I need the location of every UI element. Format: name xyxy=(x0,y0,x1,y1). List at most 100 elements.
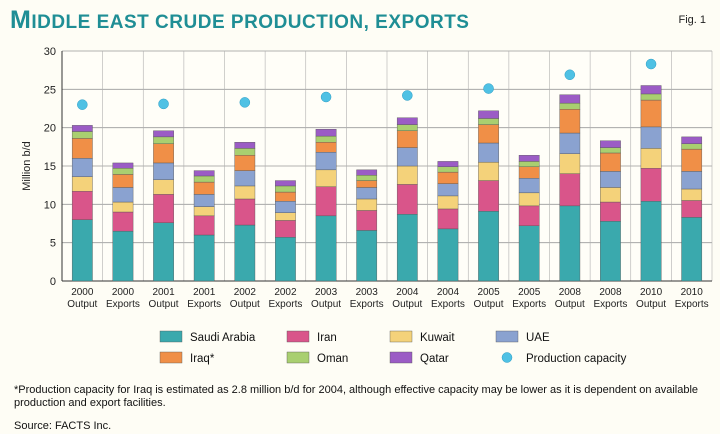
x-tick-year: 2010 xyxy=(681,287,704,298)
bar-segment xyxy=(112,168,134,175)
y-axis-label: Million b/d xyxy=(21,141,33,191)
y-tick-label: 15 xyxy=(44,161,56,173)
bar-segment xyxy=(71,219,93,282)
bar-segment xyxy=(437,228,459,282)
bar-segment xyxy=(437,195,459,210)
bar-segment xyxy=(112,187,134,203)
x-tick-year: 2001 xyxy=(152,287,175,298)
bar-segment xyxy=(559,109,581,134)
bar-segment xyxy=(275,191,296,202)
bar-segment xyxy=(396,117,418,125)
capacity-point xyxy=(645,58,657,70)
bar-segment xyxy=(112,162,134,169)
y-tick-label: 0 xyxy=(50,276,56,288)
bar-segment xyxy=(640,168,662,202)
bar-segment xyxy=(315,135,337,143)
x-tick-year: 2004 xyxy=(396,287,419,298)
x-tick-kind: Exports xyxy=(675,299,709,310)
bar-segment xyxy=(437,161,459,167)
bar-segment xyxy=(275,201,296,213)
x-tick-kind: Exports xyxy=(268,299,302,310)
bar-segment xyxy=(315,169,337,187)
bar-segment xyxy=(356,187,378,200)
legend-label: Kuwait xyxy=(420,332,455,344)
bar-segment xyxy=(478,211,499,282)
bar-segment xyxy=(437,208,459,230)
bar-segment xyxy=(315,151,337,171)
bar-segment xyxy=(153,222,174,282)
capacity-point xyxy=(402,90,413,101)
x-tick-kind: Exports xyxy=(187,299,221,310)
capacity-point xyxy=(158,98,169,110)
bar-segment xyxy=(275,237,296,282)
bar-segment xyxy=(640,99,662,128)
bar-segment xyxy=(437,166,459,173)
bar-segment xyxy=(153,194,174,223)
bar-segment xyxy=(640,201,662,282)
x-tick-kind: Output xyxy=(555,299,585,310)
bar-segment xyxy=(559,205,581,282)
bar-segment xyxy=(71,131,93,139)
bar-segment xyxy=(681,217,703,282)
bar-segment xyxy=(356,174,378,181)
bar-segment xyxy=(112,230,134,282)
legend-label: Qatar xyxy=(420,353,449,365)
bar-segment xyxy=(600,171,621,188)
legend-label: Oman xyxy=(317,353,348,365)
bar-segment xyxy=(396,184,418,215)
bar-segment xyxy=(518,166,540,179)
bar-segment xyxy=(153,130,174,138)
bar-segment xyxy=(396,165,418,185)
bar-segment xyxy=(193,206,215,217)
bar-segment xyxy=(315,215,337,282)
title-rest: IDDLE EAST CRUDE PRODUCTION, EXPORTS xyxy=(31,12,470,33)
legend-label: UAE xyxy=(526,332,550,344)
x-tick-kind: Exports xyxy=(106,299,140,310)
x-tick-year: 2000 xyxy=(71,287,94,298)
bar-segment xyxy=(518,155,540,162)
capacity-point xyxy=(320,91,332,103)
bar-segment xyxy=(71,176,93,192)
x-tick-kind: Exports xyxy=(350,299,384,310)
bar-segment xyxy=(518,161,540,167)
bar-segment xyxy=(518,205,540,227)
bar-segment xyxy=(234,155,256,171)
bar-segment xyxy=(559,132,581,154)
bar-segment xyxy=(681,200,703,218)
bar-segment xyxy=(681,136,703,144)
x-tick-year: 2002 xyxy=(274,287,297,298)
x-tick-kind: Exports xyxy=(512,299,546,310)
legend-swatch xyxy=(286,330,310,343)
bar-segment xyxy=(478,161,499,181)
bar-segment xyxy=(356,230,378,282)
bar-segment xyxy=(153,136,174,144)
bar-segment xyxy=(275,220,296,238)
bar-segment xyxy=(478,124,499,144)
bar-segment xyxy=(559,173,581,207)
bar-segment xyxy=(478,110,499,119)
bar-segment xyxy=(640,148,662,169)
legend-swatch xyxy=(389,330,413,343)
bar-segment xyxy=(356,169,378,176)
bar-segment xyxy=(559,94,581,104)
bar-segment xyxy=(681,188,703,201)
legend-label: Saudi Arabia xyxy=(190,332,256,344)
bar-segment xyxy=(112,211,134,232)
x-tick-kind: Exports xyxy=(431,299,465,310)
bar-segment xyxy=(193,194,215,207)
bar-segment xyxy=(71,191,93,220)
bar-segment xyxy=(681,143,703,150)
bar-segment xyxy=(234,148,256,156)
bar-segment xyxy=(478,180,499,212)
bar-segment xyxy=(71,125,93,132)
bar-segment xyxy=(315,186,337,217)
x-tick-kind: Output xyxy=(474,299,504,310)
bar-segment xyxy=(600,140,621,148)
bar-segment xyxy=(193,170,215,177)
bar-segment xyxy=(275,180,296,187)
bar-segment xyxy=(600,187,621,203)
bar-segment xyxy=(681,148,703,172)
legend-swatch xyxy=(286,351,310,364)
bar-segment xyxy=(396,130,418,148)
